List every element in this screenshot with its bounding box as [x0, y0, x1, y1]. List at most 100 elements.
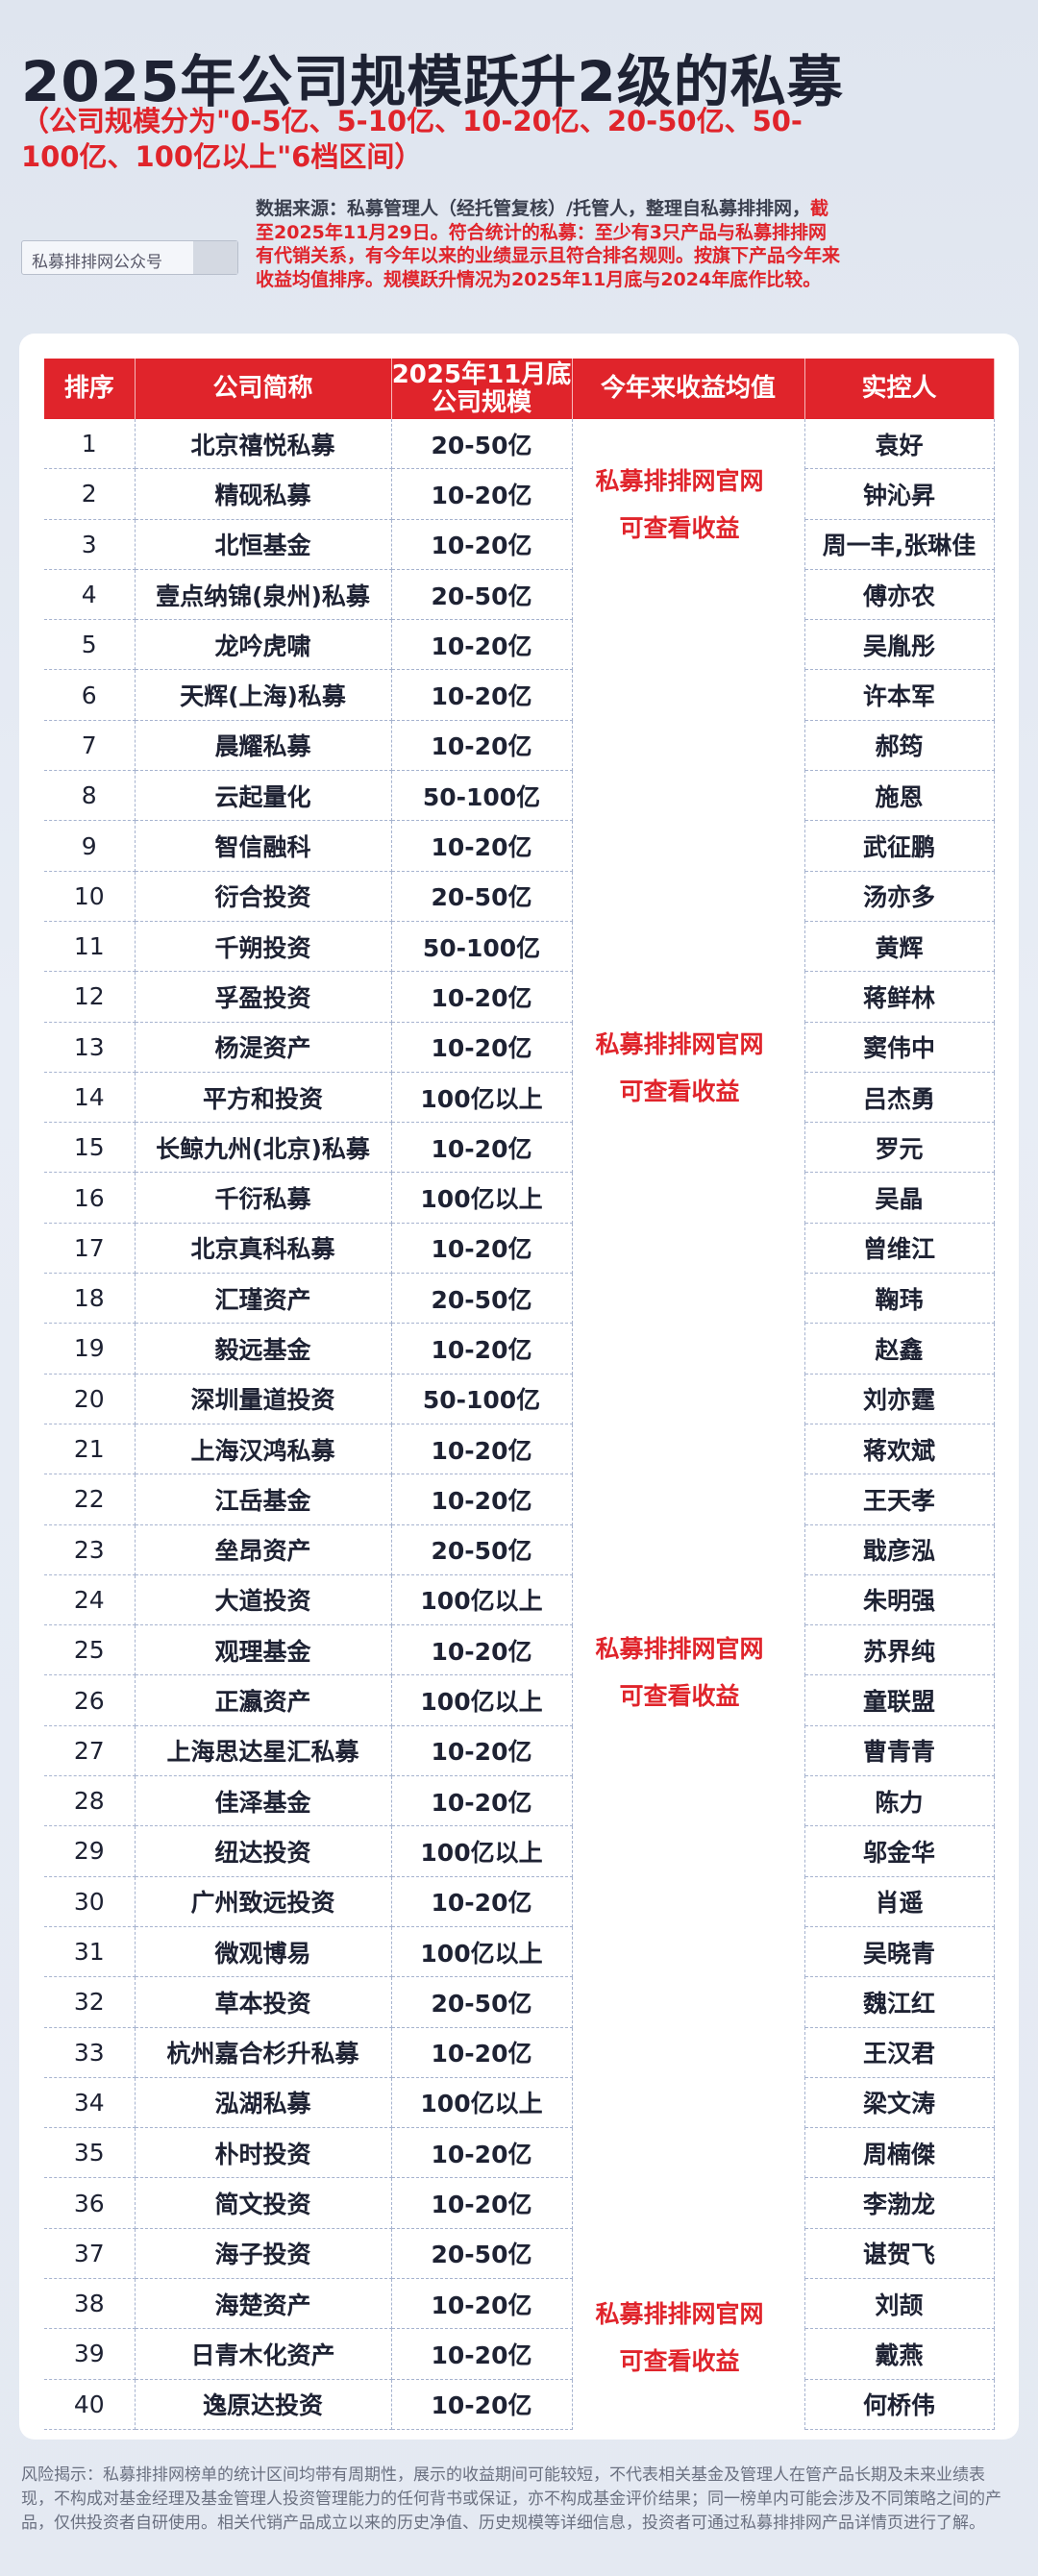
table-row: 35 朴时投资 10-20亿 周楠傑 — [44, 2127, 995, 2179]
controller: 赵鑫 — [804, 1323, 995, 1375]
scale: 20-50亿 — [391, 419, 573, 470]
controller: 苏界纯 — [804, 1624, 995, 1676]
controller: 陈力 — [804, 1775, 995, 1827]
controller: 吕杰勇 — [804, 1072, 995, 1124]
company: 简文投资 — [135, 2177, 392, 2229]
scale: 100亿以上 — [391, 1172, 573, 1224]
scale: 10-20亿 — [391, 971, 573, 1023]
company: 平方和投资 — [135, 1072, 392, 1124]
scale: 20-50亿 — [391, 569, 573, 621]
controller: 施恩 — [804, 770, 995, 822]
rank: 22 — [44, 1474, 136, 1525]
table-row: 38 海楚资产 10-20亿 刘颉 — [44, 2278, 995, 2330]
table-row: 4 壹点纳锦(泉州)私募 20-50亿 傅亦农 — [44, 569, 995, 621]
table-row: 22 江岳基金 10-20亿 王天孝 — [44, 1474, 995, 1525]
table-row: 26 正瀛资产 100亿以上 童联盟 — [44, 1674, 995, 1726]
company: 微观博易 — [135, 1926, 392, 1978]
scale: 20-50亿 — [391, 2228, 573, 2279]
column-header: 实控人 — [804, 359, 995, 419]
table-row: 7 晨耀私募 10-20亿 郝筠 — [44, 720, 995, 772]
controller: 郝筠 — [804, 720, 995, 772]
company: 智信融科 — [135, 820, 392, 872]
rank: 14 — [44, 1072, 136, 1124]
rank: 19 — [44, 1323, 136, 1375]
rank: 24 — [44, 1574, 136, 1626]
rank: 2 — [44, 468, 136, 520]
table-row: 30 广州致远投资 10-20亿 肖遥 — [44, 1876, 995, 1927]
controller: 曹青青 — [804, 1725, 995, 1777]
controller: 邬金华 — [804, 1825, 995, 1877]
company: 朴时投资 — [135, 2127, 392, 2179]
table-row: 36 简文投资 10-20亿 李渤龙 — [44, 2177, 995, 2229]
table-row: 20 深圳量道投资 50-100亿 刘亦霆 — [44, 1374, 995, 1424]
rank: 31 — [44, 1926, 136, 1978]
company: 北京真科私募 — [135, 1223, 392, 1275]
table-row: 18 汇瑾资产 20-50亿 鞠玮 — [44, 1273, 995, 1325]
note-line: 私募排排网官网 — [595, 467, 764, 495]
scale: 100亿以上 — [391, 2077, 573, 2129]
controller: 蒋鲜林 — [804, 971, 995, 1023]
rank: 36 — [44, 2177, 136, 2229]
rank: 20 — [44, 1374, 136, 1424]
rank: 16 — [44, 1172, 136, 1224]
table-row: 6 天辉(上海)私募 10-20亿 许本军 — [44, 669, 995, 721]
company: 逸原达投资 — [135, 2379, 392, 2430]
company: 广州致远投资 — [135, 1876, 392, 1927]
table-row: 1 北京禧悦私募 20-50亿 私募排排网官网 可查看收益 私募排排网官网 可查看收益 私募排… — [44, 419, 995, 2430]
company: 千衍私募 — [135, 1172, 392, 1224]
controller: 傅亦农 — [804, 569, 995, 621]
company: 北京禧悦私募 — [135, 419, 392, 470]
scale: 10-20亿 — [391, 2379, 573, 2430]
controller: 戴燕 — [804, 2328, 995, 2380]
rank: 29 — [44, 1825, 136, 1877]
controller: 魏江红 — [804, 1976, 995, 2028]
rank: 28 — [44, 1775, 136, 1827]
scale: 50-100亿 — [391, 921, 573, 973]
table-row: 27 上海思达星汇私募 10-20亿 曹青青 — [44, 1725, 995, 1777]
company: 观理基金 — [135, 1624, 392, 1676]
column-header: 公司简称 — [135, 359, 392, 419]
source-text: 数据来源：私募管理人（经托管复核）/托管人，整理自私募排排网，截至2025年11… — [256, 197, 842, 291]
scale: 10-20亿 — [391, 1323, 573, 1375]
scale: 20-50亿 — [391, 1524, 573, 1575]
rank: 35 — [44, 2127, 136, 2179]
rank: 6 — [44, 669, 136, 721]
scale: 100亿以上 — [391, 1926, 573, 1978]
company: 上海思达星汇私募 — [135, 1725, 392, 1777]
rank: 25 — [44, 1624, 136, 1676]
controller: 汤亦多 — [804, 871, 995, 922]
rank: 26 — [44, 1674, 136, 1726]
source: 数据来源：私募管理人（经托管复核）/托管人，整理自私募排排网， — [256, 198, 810, 219]
scale: 20-50亿 — [391, 1273, 573, 1325]
column-header: 2025年11月底公司规模 — [391, 359, 573, 419]
company: 草本投资 — [135, 1976, 392, 2028]
company: 壹点纳锦(泉州)私募 — [135, 569, 392, 621]
scale: 10-20亿 — [391, 720, 573, 772]
ranking-table: 排序 公司简称 2025年11月底公司规模 今年来收益均值 实控人 1 北京禧悦私募 20-5… — [44, 359, 995, 2430]
table-row: 25 观理基金 10-20亿 苏界纯 — [44, 1624, 995, 1676]
search-box[interactable]: 私募排排网公众号 — [21, 240, 238, 275]
table-row: 34 泓湖私募 100亿以上 梁文涛 — [44, 2077, 995, 2129]
note-line: 可查看收益 — [619, 1682, 740, 1710]
note-line: 私募排排网官网 — [595, 2300, 764, 2328]
company: 长鲸九州(北京)私募 — [135, 1122, 392, 1174]
rank: 33 — [44, 2027, 136, 2078]
search-button[interactable] — [193, 241, 237, 274]
company: 汇瑾资产 — [135, 1273, 392, 1325]
controller: 周一丰,张琳佳 — [804, 519, 995, 570]
controller: 黄辉 — [804, 921, 995, 973]
controller: 童联盟 — [804, 1674, 995, 1726]
scale: 10-20亿 — [391, 1424, 573, 1475]
scale: 10-20亿 — [391, 1223, 573, 1275]
note-line: 私募排排网官网 — [595, 1635, 764, 1663]
table-row: 33 杭州嘉合杉升私募 10-20亿 王汉君 — [44, 2027, 995, 2078]
company: 千朔投资 — [135, 921, 392, 973]
controller: 谌贺飞 — [804, 2228, 995, 2279]
scale: 10-20亿 — [391, 2177, 573, 2229]
company: 海楚资产 — [135, 2278, 392, 2330]
table-row: 2 精砚私募 10-20亿 钟沁昇 — [44, 468, 995, 520]
company: 晨耀私募 — [135, 720, 392, 772]
company: 衍合投资 — [135, 871, 392, 922]
controller: 周楠傑 — [804, 2127, 995, 2179]
